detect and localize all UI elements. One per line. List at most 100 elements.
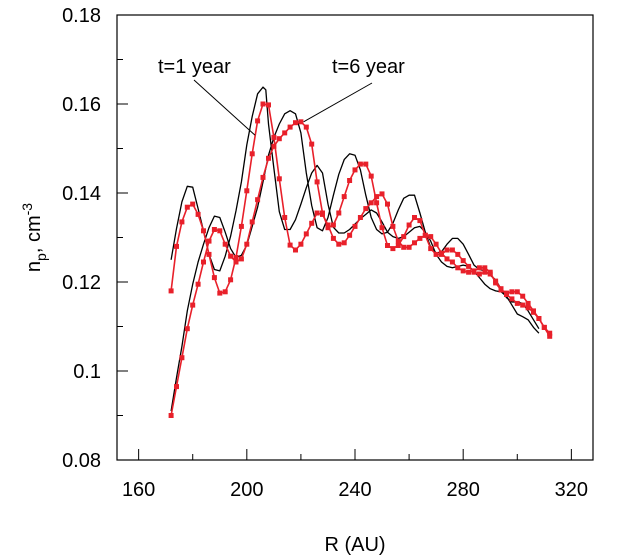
data-point (390, 246, 396, 252)
data-point (298, 241, 304, 247)
data-point (406, 244, 412, 250)
data-point (249, 219, 255, 225)
data-point (336, 241, 342, 247)
data-point (298, 119, 304, 125)
data-point (179, 355, 185, 361)
x-tick-label: 320 (555, 479, 588, 501)
data-point (363, 161, 369, 167)
data-point (536, 316, 542, 321)
data-point (433, 241, 439, 247)
data-point (244, 188, 250, 194)
data-point (347, 232, 353, 238)
data-point (390, 223, 396, 229)
data-point (476, 271, 482, 277)
data-point (293, 247, 298, 253)
data-point (368, 173, 374, 179)
data-point (374, 194, 380, 200)
data-point (293, 120, 298, 126)
data-point (309, 220, 315, 226)
data-point (395, 243, 401, 248)
data-point (249, 151, 255, 157)
data-point (547, 330, 553, 336)
data-point (168, 413, 174, 418)
data-point (282, 130, 288, 136)
data-point (228, 277, 234, 283)
data-point (287, 124, 293, 130)
data-point (460, 258, 466, 264)
data-point (271, 143, 277, 149)
data-point (406, 222, 412, 228)
x-tick-label: 160 (122, 479, 155, 501)
data-point (201, 259, 206, 265)
data-point (444, 256, 450, 262)
data-point (531, 309, 536, 315)
data-point (314, 179, 320, 185)
data-point (357, 215, 363, 220)
data-point (174, 384, 179, 390)
plot-frame (116, 14, 594, 461)
x-tick-label: 200 (230, 479, 263, 501)
data-point (238, 223, 244, 229)
data-point (482, 269, 488, 275)
data-point (341, 240, 347, 246)
data-point (444, 247, 450, 253)
data-point (260, 174, 266, 180)
series-layer (168, 86, 553, 418)
data-point (336, 210, 342, 216)
data-point (412, 215, 417, 220)
data-point (309, 141, 315, 147)
y-axis-title-unit: , cm (23, 215, 45, 253)
data-point (195, 211, 201, 217)
data-point (509, 289, 515, 295)
data-point (363, 206, 369, 212)
data-point (276, 136, 282, 142)
data-point (417, 218, 423, 224)
data-point (244, 241, 250, 247)
data-point (303, 124, 309, 130)
data-point (276, 176, 282, 182)
data-point (217, 228, 223, 234)
data-point (260, 101, 266, 107)
data-point (287, 242, 293, 248)
data-point (206, 238, 212, 244)
data-point (211, 227, 217, 232)
series-line (170, 110, 540, 412)
series-4 (168, 119, 553, 418)
data-point (228, 253, 234, 259)
data-point (498, 286, 504, 292)
data-point (422, 232, 428, 238)
data-point (184, 204, 190, 210)
data-point (320, 210, 325, 216)
x-tick-label: 280 (446, 479, 479, 501)
data-point (455, 265, 461, 271)
series-2 (170, 110, 540, 412)
data-point (282, 215, 288, 220)
data-point (314, 210, 320, 216)
data-point (509, 296, 515, 302)
y-tick-label: 0.14 (62, 183, 101, 205)
data-point (466, 263, 472, 269)
data-point (330, 235, 336, 241)
data-point (401, 244, 407, 250)
data-point (303, 231, 309, 237)
data-point (428, 234, 434, 240)
data-point (179, 219, 185, 225)
data-point (379, 225, 385, 231)
data-point (201, 228, 206, 234)
data-point (266, 155, 271, 161)
data-point (238, 256, 244, 262)
series-line (170, 103, 551, 337)
data-point (174, 243, 179, 249)
data-point (395, 238, 401, 244)
data-point (514, 289, 520, 295)
data-point (541, 324, 547, 330)
data-point (439, 251, 444, 257)
y-axis-title-subscript: p (33, 253, 49, 261)
data-point (233, 255, 239, 260)
data-point (525, 305, 531, 311)
data-point (271, 134, 277, 140)
data-point (347, 178, 353, 183)
data-point (487, 271, 493, 277)
data-point (385, 201, 390, 207)
